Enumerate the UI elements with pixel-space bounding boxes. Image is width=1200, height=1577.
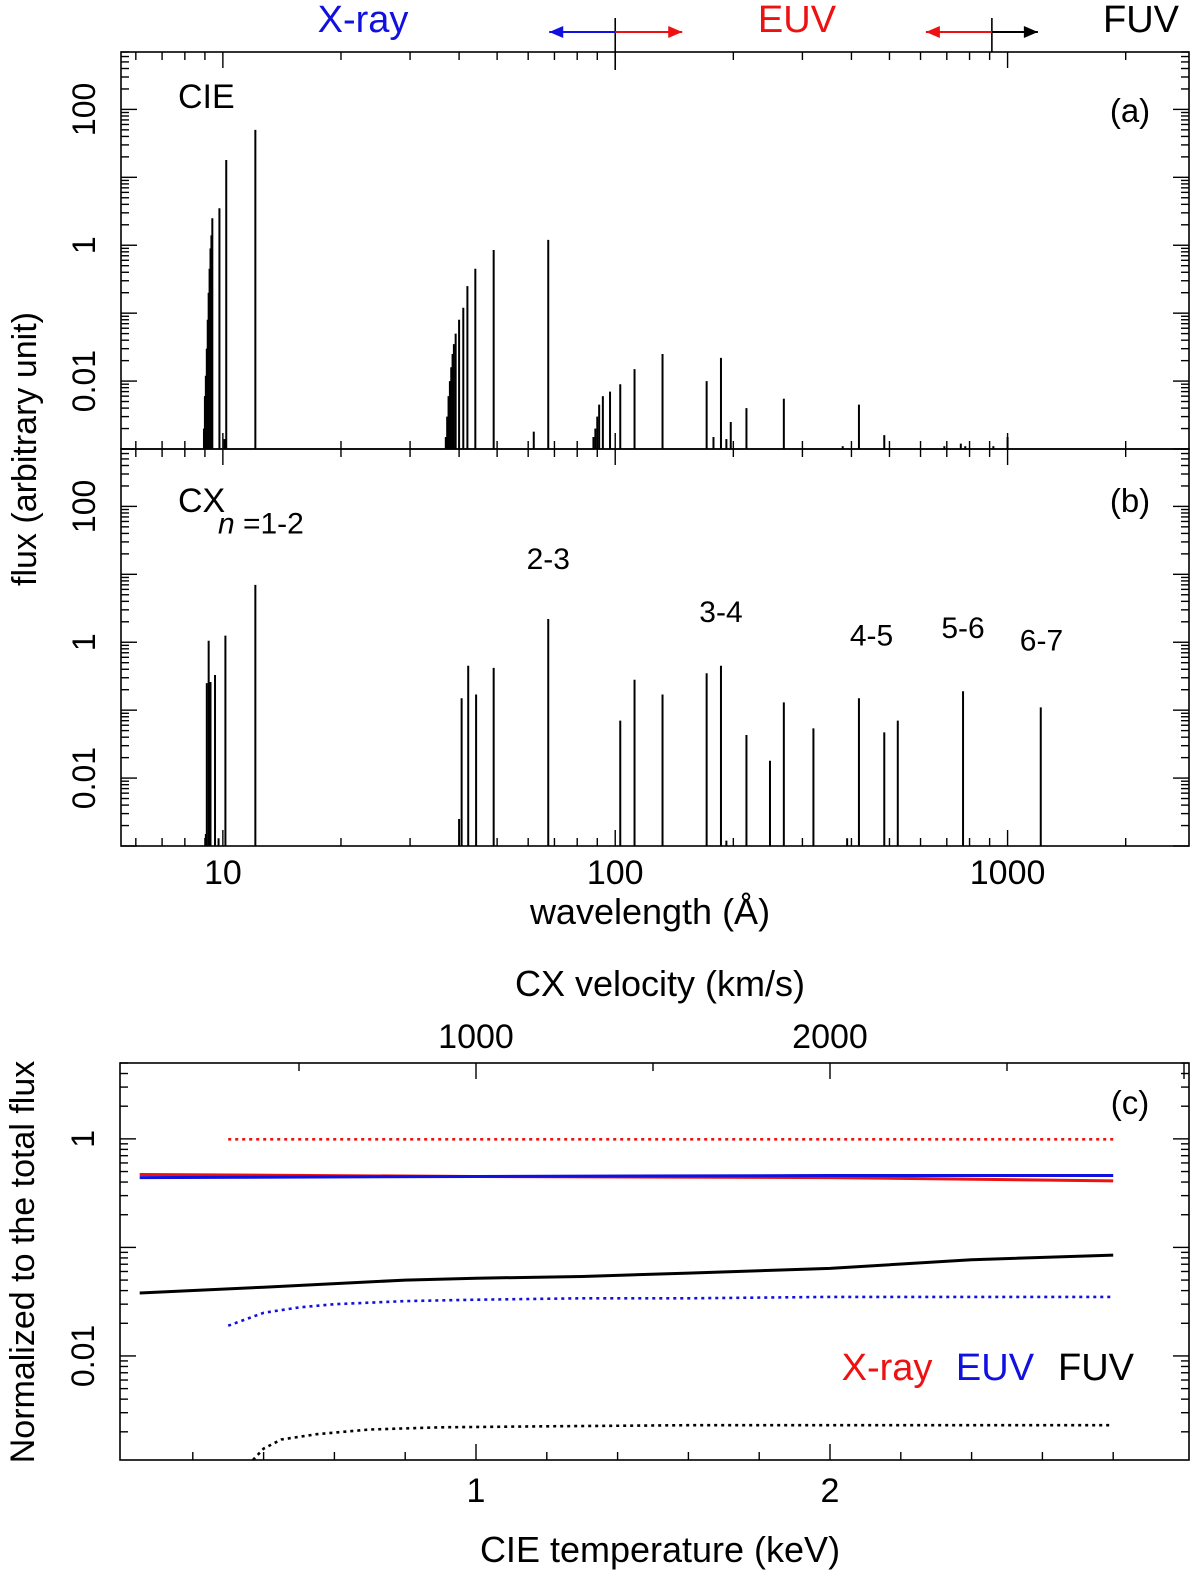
panel-a-ticks: 0.01 1 100 <box>66 51 1189 450</box>
euv-arrow-left-boundary-head <box>668 26 683 38</box>
series-line-euv-cx- <box>227 1295 1114 1327</box>
series-line-fuv-cie- <box>139 1253 1114 1295</box>
panel-c-series <box>139 1138 1114 1461</box>
c-top-tick-label: 1000 <box>438 1018 514 1056</box>
panel-c-legend: X-ray EUV FUV <box>842 1347 1135 1389</box>
wavelength-tick-labels: 10 100 1000 <box>204 854 1045 892</box>
panel-b-frame <box>120 448 1190 847</box>
header-euv-label: EUV <box>758 0 837 41</box>
panel-b-tag: (b) <box>1110 482 1150 519</box>
header-fuv-label: FUV <box>1103 0 1180 41</box>
principal-quantum-number-symbol: n <box>218 507 235 540</box>
spectra-y-axis-label: flux (arbitrary unit) <box>6 312 44 586</box>
transition-label-2: 3-4 <box>699 596 742 629</box>
header-xray-label: X-ray <box>318 0 409 41</box>
fuv-arrow-head <box>1023 26 1038 38</box>
panel-c-tag: (c) <box>1111 1084 1149 1121</box>
transition-label-1: 2-3 <box>527 543 570 576</box>
c-top-tick-label: 2000 <box>792 1018 868 1056</box>
series-line-euv-cie- <box>139 1174 1114 1180</box>
legend-xray: X-ray <box>842 1347 933 1389</box>
panel-c-frame <box>119 1062 1190 1461</box>
c-x-tick-label: 1 <box>467 1472 486 1510</box>
y-tick-label: 1 <box>66 633 102 651</box>
panel-a-tag: (a) <box>1110 92 1150 129</box>
transition-label-4: 5-6 <box>941 612 984 645</box>
band-header: X-ray EUV FUV <box>318 0 1180 70</box>
legend-fuv: FUV <box>1058 1347 1135 1389</box>
y-tick-label: 1 <box>66 236 102 254</box>
euv-arrow-right-boundary-head <box>925 26 940 38</box>
y-tick-label: 0.01 <box>66 747 102 809</box>
legend-euv: EUV <box>956 1347 1035 1389</box>
panel-a-cie: 0.01 1 100 CIE (a) <box>66 51 1190 450</box>
panel-c-ratios: CX velocity (km/s) 0.01 1 1 2 1000 2000 (c) N… <box>4 963 1190 1570</box>
panel-b-ticks: 0.01 1 100 <box>66 448 1189 847</box>
series-line-fuv-cx- <box>252 1423 1114 1461</box>
y-tick-label: 100 <box>66 480 102 533</box>
cie-spectral-lines <box>202 129 1009 449</box>
c-x-tick-label: 2 <box>821 1472 840 1510</box>
wavelength-tick-label: 1000 <box>970 854 1046 892</box>
transition-labels: n =1-2 2-3 3-4 4-5 5-6 6-7 <box>218 507 1063 657</box>
panel-a-title: CIE <box>178 78 235 116</box>
panel-c-top-axis-label: CX velocity (km/s) <box>515 963 805 1004</box>
transition-label-0: n =1-2 <box>218 507 304 540</box>
panel-c-ticks: 0.01 1 1 2 1000 2000 <box>65 1018 1189 1510</box>
y-tick-label: 0.01 <box>66 350 102 412</box>
panel-a-frame <box>120 51 1190 450</box>
panel-b-title: CX <box>178 482 225 520</box>
panel-c-x-axis-label: CIE temperature (keV) <box>480 1529 840 1570</box>
y-tick-label: 100 <box>66 83 102 136</box>
spectra-x-axis-label: wavelength (Å) <box>529 891 770 932</box>
band-boundary-arrows <box>549 18 1038 70</box>
panel-c-y-axis-label: Normalized to the total flux <box>4 1061 42 1464</box>
transition-range: =1-2 <box>235 507 304 540</box>
wavelength-tick-label: 10 <box>204 854 242 892</box>
transition-label-5: 6-7 <box>1020 625 1063 658</box>
cx-spectral-lines <box>204 584 1042 846</box>
xray-arrow-head <box>549 26 564 38</box>
wavelength-tick-label: 100 <box>587 854 644 892</box>
c-y-tick-label: 0.01 <box>65 1325 101 1387</box>
panel-b-cx: 0.01 1 100 n =1-2 2-3 3-4 4-5 5-6 6-7 CX (b) <box>66 448 1190 847</box>
c-y-tick-label: 1 <box>65 1130 101 1148</box>
transition-label-3: 4-5 <box>850 619 893 652</box>
